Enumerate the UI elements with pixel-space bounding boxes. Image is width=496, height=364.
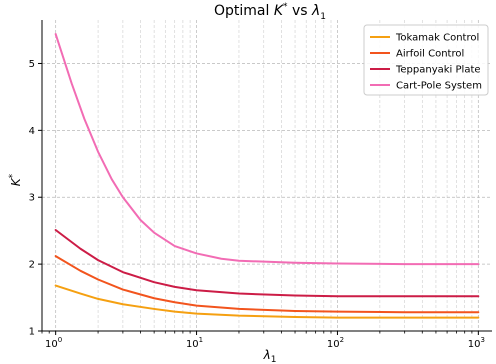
series-line-2 [54,255,480,314]
series-line-4 [54,33,480,266]
x-tick-label: 102 [327,336,344,350]
y-tick-label: 1 [29,327,35,338]
series-line-3 [54,229,480,298]
x-axis-label: λ1 [263,348,277,364]
legend: Tokamak Control Airfoil Control Teppanyaki… [363,24,489,96]
axes [41,20,492,332]
legend-box [363,24,489,96]
legend-label: Cart-Pole System [396,81,482,92]
x-axis-ticks: 100 101 102 103 [41,331,485,350]
series-line-1 [54,284,480,319]
y-axis-label: K* [8,173,23,186]
y-tick-label: 3 [29,193,35,204]
x-tick-label: 101 [186,336,203,350]
chart-title: Optimal K* vs λ1 [214,2,326,22]
legend-label: Tokamak Control [395,33,479,44]
y-axis-ticks: 1 2 3 4 5 [29,59,42,338]
x-tick-label: 103 [468,336,485,350]
y-tick-label: 2 [29,260,35,271]
legend-label: Airfoil Control [396,49,464,60]
y-tick-label: 5 [29,59,35,70]
legend-label: Teppanyaki Plate [395,65,481,76]
x-tick-label: 100 [45,336,62,350]
series [54,33,480,319]
y-tick-label: 4 [29,126,35,137]
